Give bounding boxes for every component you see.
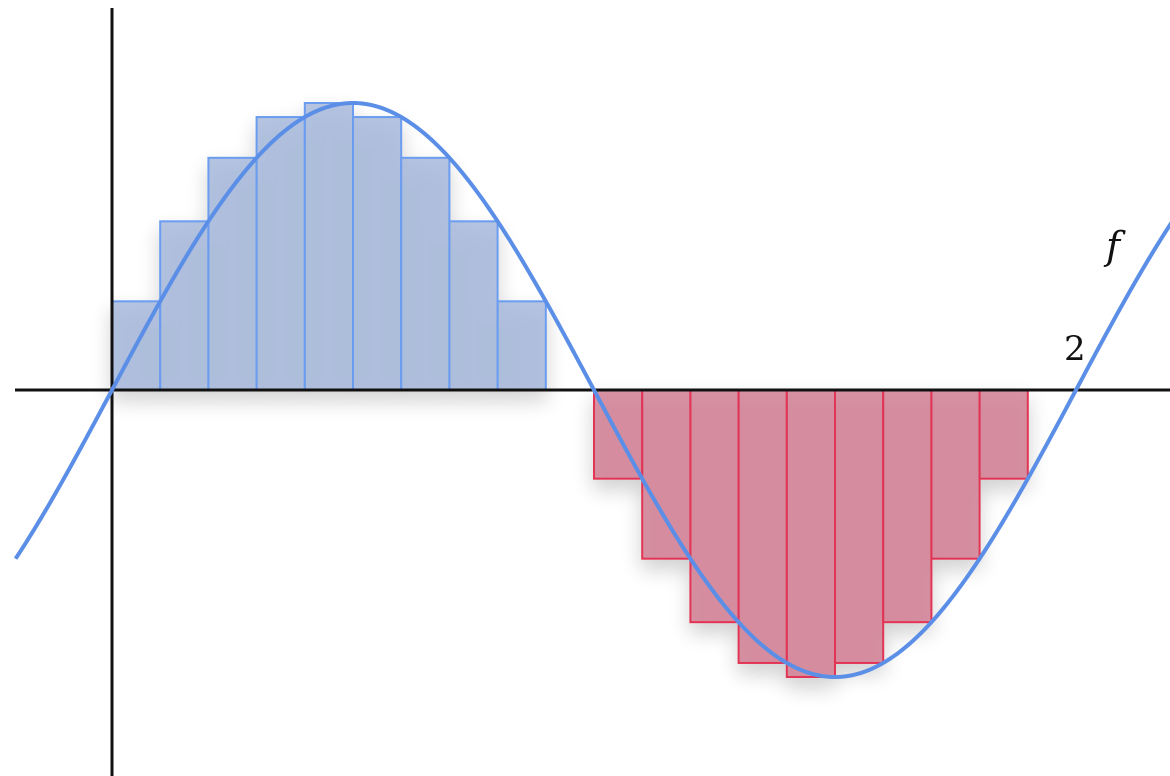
riemann-rectangle-negative xyxy=(930,389,981,560)
riemann-rectangle-negative xyxy=(882,389,933,624)
riemann-rectangle-negative xyxy=(834,389,885,664)
riemann-rectangle-positive xyxy=(255,116,306,391)
riemann-rectangle-positive xyxy=(496,300,547,392)
riemann-rectangle-negative xyxy=(978,389,1029,480)
riemann-rectangles xyxy=(111,102,1029,678)
riemann-rectangle-positive xyxy=(159,220,210,391)
x-axis-tick-label-2: 2 xyxy=(1064,329,1086,369)
riemann-rectangle-negative xyxy=(737,389,788,664)
riemann-rectangle-positive xyxy=(400,156,451,391)
riemann-rectangle-negative xyxy=(641,389,692,560)
riemann-rectangle-positive xyxy=(352,116,403,391)
function-curve xyxy=(13,100,1170,680)
riemann-rectangle-negative xyxy=(689,389,740,624)
riemann-rectangle-positive xyxy=(303,102,354,391)
riemann-rectangle-positive xyxy=(207,156,258,391)
riemann-rectangle-negative xyxy=(785,389,836,678)
function-label: f xyxy=(1103,224,1126,268)
riemann-rectangle-positive xyxy=(448,220,499,391)
